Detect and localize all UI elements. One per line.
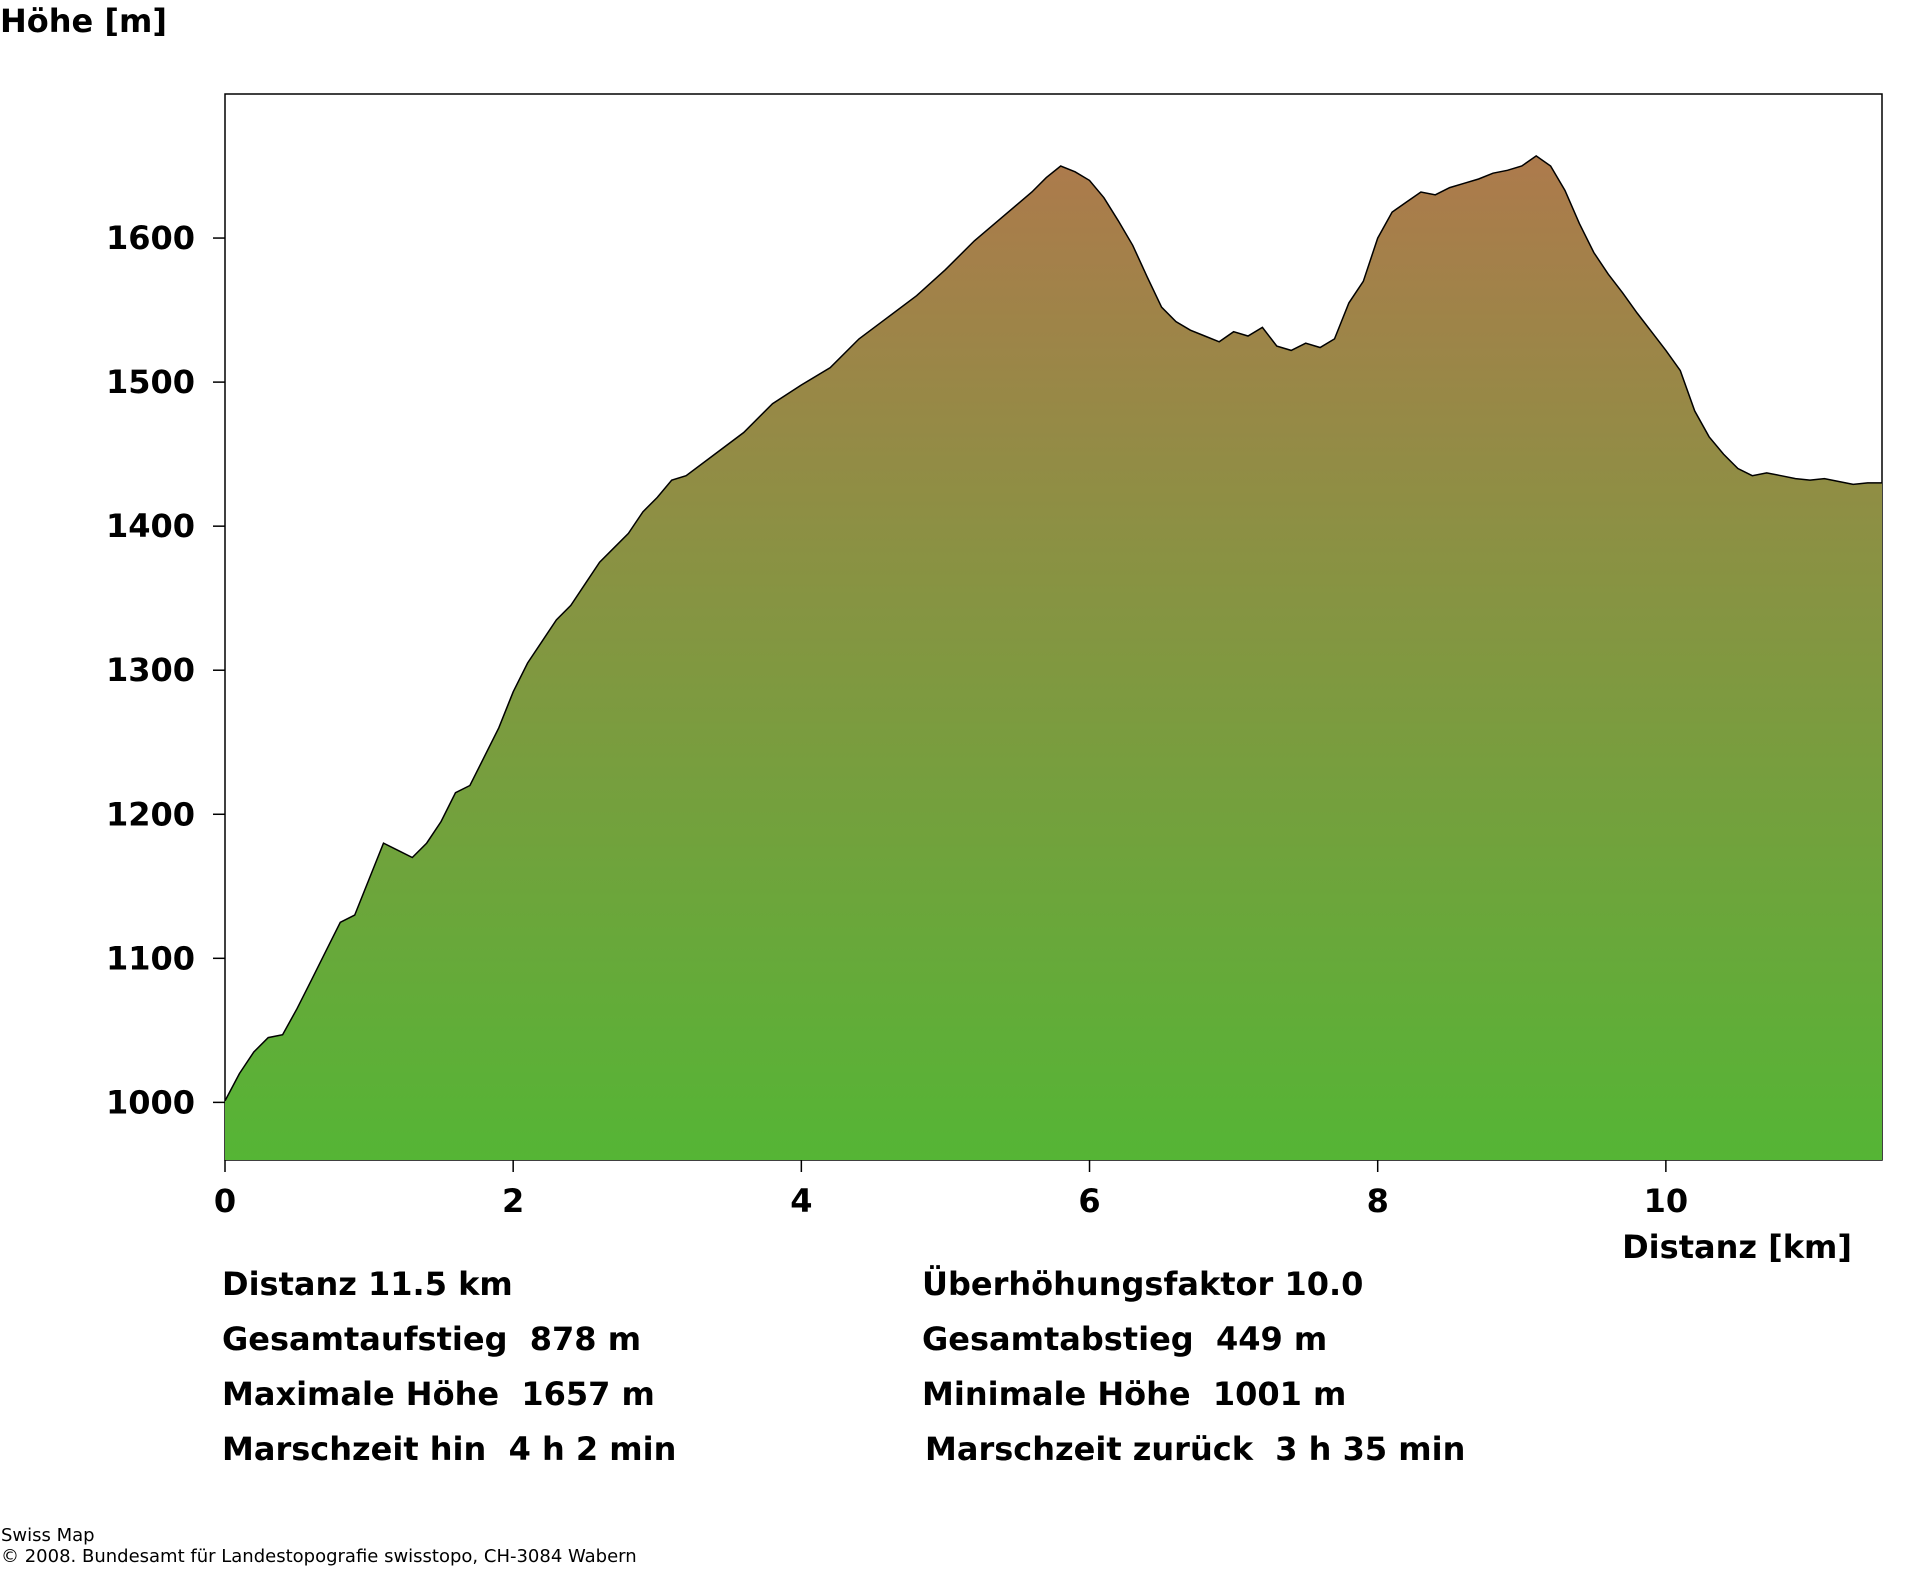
stat-max-hoehe: Maximale Höhe 1657 m bbox=[222, 1375, 655, 1413]
x-axis-title: Distanz [km] bbox=[1622, 1228, 1852, 1266]
stat-zeit-hin: Marschzeit hin 4 h 2 min bbox=[222, 1430, 677, 1468]
x-tick-label: 4 bbox=[790, 1182, 812, 1220]
x-tick-label: 6 bbox=[1078, 1182, 1100, 1220]
y-tick-label: 1500 bbox=[106, 363, 195, 401]
y-tick-label: 1000 bbox=[106, 1083, 195, 1121]
elevation-area bbox=[225, 155, 1882, 1160]
y-tick-label: 1400 bbox=[106, 507, 195, 545]
stat-aufstieg: Gesamtaufstieg 878 m bbox=[222, 1320, 642, 1358]
footer-source: Swiss Map bbox=[1, 1525, 95, 1546]
stat-zeit-zurueck: Marschzeit zurück 3 h 35 min bbox=[925, 1430, 1466, 1468]
stat-min-hoehe: Minimale Höhe 1001 m bbox=[922, 1375, 1347, 1413]
x-axis: 0 2 4 6 8 10 bbox=[214, 1160, 1688, 1220]
elevation-line bbox=[224, 154, 1882, 1102]
x-tick-label: 10 bbox=[1644, 1182, 1689, 1220]
y-tick-label: 1600 bbox=[106, 219, 195, 257]
x-tick-label: 8 bbox=[1367, 1182, 1389, 1220]
footer-copyright: © 2008. Bundesamt für Landestopografie s… bbox=[1, 1546, 637, 1567]
y-tick-label: 1300 bbox=[106, 651, 195, 689]
y-axis-title: Höhe [m] bbox=[0, 2, 167, 40]
stat-distanz: Distanz 11.5 km bbox=[222, 1265, 513, 1303]
x-tick-label: 0 bbox=[214, 1182, 236, 1220]
x-tick-label: 2 bbox=[502, 1182, 524, 1220]
y-tick-label: 1100 bbox=[106, 939, 195, 977]
y-tick-label: 1200 bbox=[106, 795, 195, 833]
y-axis: 1000 1100 1200 1300 1400 1500 1600 bbox=[106, 219, 225, 1121]
stat-ueberhoehung: Überhöhungsfaktor 10.0 bbox=[922, 1265, 1364, 1303]
stat-abstieg: Gesamtabstieg 449 m bbox=[922, 1320, 1328, 1358]
